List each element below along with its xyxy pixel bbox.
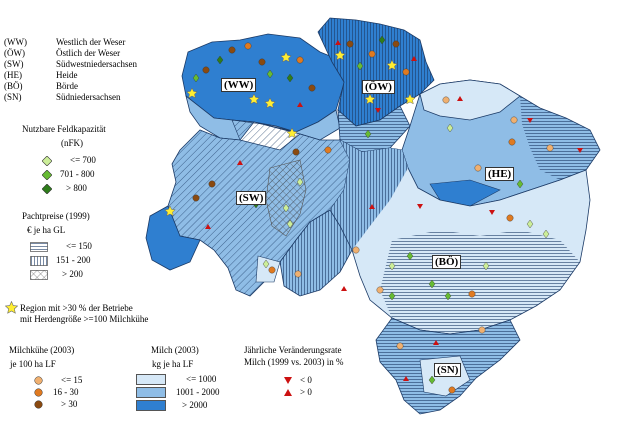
triangle-down-icon bbox=[284, 377, 292, 385]
milk-legend: <= 1000 1001 - 2000 > 2000 bbox=[136, 374, 220, 413]
cows-label: <= 15 bbox=[61, 375, 83, 385]
cows-legend: <= 15 16 - 30 > 30 bbox=[34, 375, 82, 411]
diamond-icon bbox=[41, 183, 53, 195]
region-name: Südwestniedersachsen bbox=[56, 59, 137, 69]
milk-swatch bbox=[136, 387, 166, 399]
hatch-horizontal-icon bbox=[30, 242, 48, 252]
herd-line1: Region mit >30 % der Betriebe bbox=[20, 303, 133, 313]
circle-icon bbox=[34, 400, 43, 409]
herd-line2: mit Herdengröße >=100 Milchkühe bbox=[20, 314, 149, 324]
region-sw bbox=[145, 129, 351, 297]
hatch-vertical-icon bbox=[30, 256, 48, 266]
pacht-label: 151 - 200 bbox=[56, 255, 91, 265]
region-name: Südniedersachsen bbox=[56, 92, 121, 102]
region-name: Börde bbox=[56, 81, 78, 91]
hatch-cross-icon bbox=[30, 270, 48, 280]
map-label-bo: (BÖ) bbox=[432, 255, 462, 269]
change-label: < 0 bbox=[300, 375, 312, 385]
pacht-unit: € je ha GL bbox=[27, 225, 66, 235]
nfk-title: Nutzbare Feldkapazität bbox=[22, 124, 106, 134]
map-label-ow: (ÖW) bbox=[362, 80, 395, 94]
pacht-title: Pachtpreise (1999) bbox=[22, 211, 90, 221]
map-label-ww: (WW) bbox=[221, 78, 257, 92]
region-code: (HE) bbox=[4, 70, 22, 80]
cows-label: 16 - 30 bbox=[53, 387, 79, 397]
milk-swatch bbox=[136, 374, 166, 386]
region-name: Östlich der Weser bbox=[56, 48, 121, 58]
star-icon bbox=[4, 300, 19, 314]
region-legend: (WW) Westlich der Weser (ÖW) Östlich der W… bbox=[4, 37, 137, 103]
milk-swatch bbox=[136, 400, 166, 412]
region-code: (SW) bbox=[4, 59, 24, 69]
pacht-label: > 200 bbox=[62, 269, 83, 279]
nfk-label: 701 - 800 bbox=[60, 169, 95, 179]
region-name: Westlich der Weser bbox=[56, 37, 126, 47]
circle-icon bbox=[34, 376, 43, 385]
region-name: Heide bbox=[56, 70, 78, 80]
milk-label: 1001 - 2000 bbox=[176, 387, 220, 397]
region-code: (BÖ) bbox=[4, 81, 23, 91]
change-label: > 0 bbox=[300, 387, 312, 397]
change-title2: Milch (1999 vs. 2003) in % bbox=[244, 357, 344, 367]
nfk-label: > 800 bbox=[66, 183, 87, 193]
milk-label: <= 1000 bbox=[186, 374, 217, 384]
milk-label: > 2000 bbox=[182, 400, 208, 410]
herd-stars bbox=[164, 49, 416, 217]
circle-icon bbox=[34, 388, 43, 397]
diamond-icon bbox=[41, 169, 53, 181]
region-code: (SN) bbox=[4, 92, 22, 102]
pacht-legend: <= 150 151 - 200 > 200 bbox=[30, 241, 92, 283]
triangle-up-icon bbox=[284, 389, 292, 397]
cows-label: > 30 bbox=[61, 399, 78, 409]
change-legend: < 0 > 0 bbox=[284, 375, 312, 399]
milk-title: Milch (2003) bbox=[151, 345, 199, 355]
nfk-legend: <= 700 701 - 800 > 800 bbox=[41, 155, 96, 197]
diamond-icon bbox=[41, 155, 53, 167]
milk-unit: kg je ha LF bbox=[152, 359, 194, 369]
nfk-unit: (nFK) bbox=[61, 138, 83, 148]
herd-legend bbox=[4, 300, 19, 319]
nfk-markers bbox=[192, 35, 550, 385]
region-code: (ÖW) bbox=[4, 48, 25, 58]
map-label-he: (HE) bbox=[485, 167, 515, 181]
pacht-label: <= 150 bbox=[66, 241, 92, 251]
cows-title: Milchkühe (2003) bbox=[9, 345, 75, 355]
map-label-sw: (SW) bbox=[236, 191, 267, 205]
nfk-label: <= 700 bbox=[70, 155, 96, 165]
region-ww bbox=[181, 33, 346, 151]
cows-unit: je 100 ha LF bbox=[10, 359, 56, 369]
change-title1: Jährliche Veränderungsrate bbox=[244, 345, 342, 355]
map-label-sn: (SN) bbox=[434, 363, 462, 377]
region-code: (WW) bbox=[4, 37, 27, 47]
cow-markers bbox=[192, 40, 554, 394]
